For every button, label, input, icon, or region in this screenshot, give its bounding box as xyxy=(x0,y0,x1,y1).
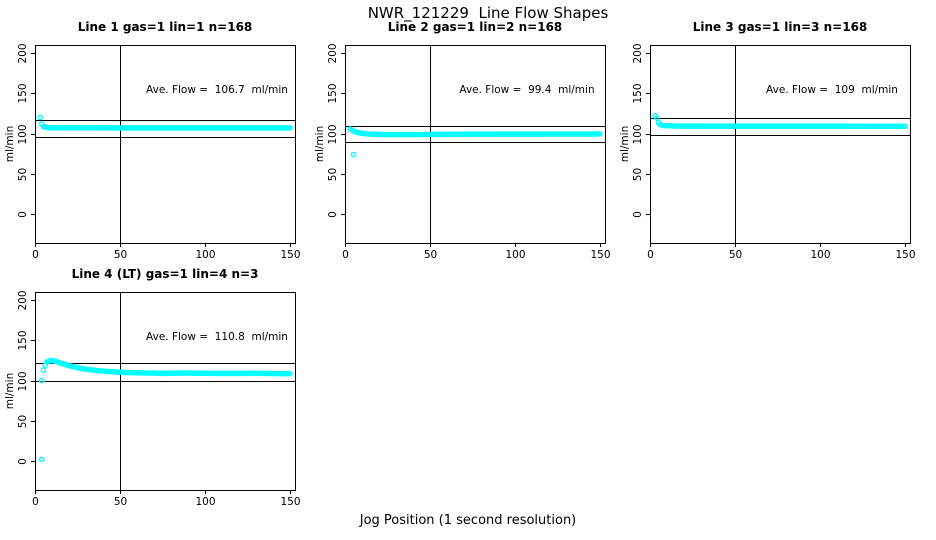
subplot-title-line-3: Line 3 gas=1 lin=3 n=168 xyxy=(692,20,868,34)
x-tick-label: 150 xyxy=(280,249,300,261)
y-tick-label: 150 xyxy=(632,83,644,103)
y-axis-label-line-4: ml/min xyxy=(4,372,16,410)
x-tick-label: 100 xyxy=(195,249,215,261)
plot-box xyxy=(35,45,296,244)
y-tick-label: 200 xyxy=(632,43,644,63)
plot-area-line-1: 0 50 100 150 0 50 100 150 200 xyxy=(17,43,301,261)
ave-flow-annotation-line-4: Ave. Flow = 110.8 ml/min xyxy=(146,331,288,343)
plot-box xyxy=(35,292,296,491)
y-tick-label: 50 xyxy=(632,168,644,181)
y-tick-label: 50 xyxy=(327,168,339,181)
subplot-line-2: Line 2 gas=1 lin=2 n=168 0 50 100 150 0 50 100… xyxy=(310,20,628,270)
y-tick-label: 100 xyxy=(632,124,644,144)
x-tick-label: 100 xyxy=(810,249,830,261)
data-point xyxy=(597,131,603,137)
x-tick-label: 50 xyxy=(424,249,437,261)
x-tick-label: 0 xyxy=(32,496,39,508)
y-tick-label: 100 xyxy=(17,371,29,391)
ave-flow-annotation-line-2: Ave. Flow = 99.4 ml/min xyxy=(459,84,595,96)
x-tick-label: 0 xyxy=(32,249,39,261)
subplot-title-line-4: Line 4 (LT) gas=1 lin=4 n=3 xyxy=(71,267,259,281)
data-point xyxy=(654,115,660,121)
data-point xyxy=(39,377,45,384)
x-tick-label: 50 xyxy=(114,496,127,508)
outlier-point xyxy=(39,456,45,463)
data-point xyxy=(902,123,908,130)
subplot-line-4: Line 4 (LT) gas=1 lin=4 n=3 0 50 100 150 0 50… xyxy=(0,267,318,517)
plot-area-line-4: 0 50 100 150 0 50 100 150 200 xyxy=(17,290,301,508)
y-tick-label: 50 xyxy=(17,415,29,428)
y-axis-label-line-2: ml/min xyxy=(314,125,326,163)
subplot-line-1: Line 1 gas=1 lin=1 n=168 0 50 100 150 0 50 100… xyxy=(0,20,318,270)
y-tick-label: 0 xyxy=(327,211,339,218)
x-tick-label: 0 xyxy=(342,249,349,261)
y-tick-label: 100 xyxy=(17,124,29,144)
y-tick-label: 200 xyxy=(17,290,29,310)
ave-flow-annotation-line-1: Ave. Flow = 106.7 ml/min xyxy=(146,84,288,96)
outlier-point xyxy=(350,151,357,158)
x-tick-label: 150 xyxy=(280,496,300,508)
x-tick-label: 100 xyxy=(195,496,215,508)
y-axis-label-line-1: ml/min xyxy=(4,125,16,163)
x-tick-label: 100 xyxy=(505,249,525,261)
y-axis-label-line-3: ml/min xyxy=(619,125,631,163)
subplot-title-line-2: Line 2 gas=1 lin=2 n=168 xyxy=(387,20,563,34)
plot-box xyxy=(650,45,911,244)
y-tick-label: 50 xyxy=(17,168,29,181)
x-tick-label: 150 xyxy=(895,249,915,261)
subplot-title-line-1: Line 1 gas=1 lin=1 n=168 xyxy=(77,20,253,34)
x-tick-label: 150 xyxy=(590,249,610,261)
plot-area-line-2: 0 50 100 150 0 50 100 150 200 xyxy=(327,43,611,261)
x-tick-label: 50 xyxy=(114,249,127,261)
figure-title: NWR_121229 Line Flow Shapes xyxy=(367,4,609,22)
y-tick-label: 200 xyxy=(17,43,29,63)
x-axis-label-shared: Jog Position (1 second resolution) xyxy=(359,513,577,528)
x-tick-label: 0 xyxy=(647,249,654,261)
y-tick-label: 0 xyxy=(17,458,29,465)
plot-box xyxy=(345,45,606,244)
ave-flow-annotation-line-3: Ave. Flow = 109 ml/min xyxy=(766,84,898,96)
y-tick-label: 150 xyxy=(17,83,29,103)
x-tick-label: 50 xyxy=(729,249,742,261)
y-tick-label: 200 xyxy=(327,43,339,63)
y-tick-label: 150 xyxy=(327,83,339,103)
y-tick-label: 150 xyxy=(17,330,29,350)
data-point xyxy=(40,367,47,373)
y-tick-label: 0 xyxy=(632,211,644,218)
data-point xyxy=(287,125,293,131)
plot-area-line-3: 0 50 100 150 0 50 100 150 200 xyxy=(632,43,916,261)
y-tick-label: 0 xyxy=(17,211,29,218)
y-tick-label: 100 xyxy=(327,124,339,144)
data-point xyxy=(287,370,293,377)
subplot-line-3: Line 3 gas=1 lin=3 n=168 0 50 100 150 0 50 100… xyxy=(615,20,933,270)
data-point xyxy=(37,114,43,121)
